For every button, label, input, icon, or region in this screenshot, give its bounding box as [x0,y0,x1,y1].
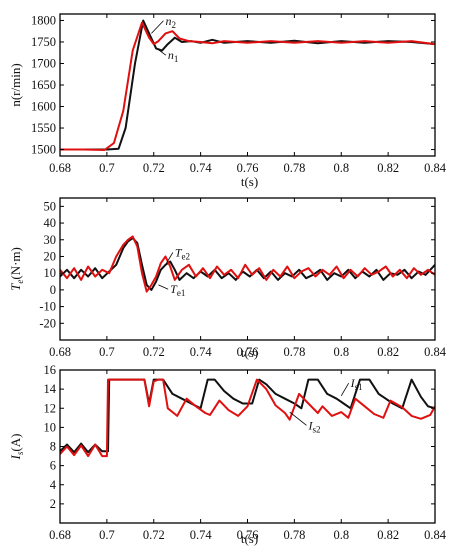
x-tick-label: 0.74 [190,528,213,542]
series-line-2 [60,378,435,458]
chart-panel-2: 0.68 0.7 0.72 0.74 0.76 0.78 0.8 0.82 0.84 -20 -10… [8,197,447,360]
y-tick-label: 8 [50,440,56,454]
annotation-label-2: n1 [168,48,179,64]
x-tick-label: 0.7 [99,345,115,359]
x-tick-label: 0.72 [143,345,165,359]
x-tick-label: 0.8 [333,528,349,542]
chart-panel-3: 0.68 0.7 0.72 0.74 0.76 0.78 0.8 0.82 0.84 2 4 6 8 10… [8,363,447,546]
x-tick-label: 0.74 [190,161,213,175]
x-tick-label: 0.84 [424,528,447,542]
x-tick-label: 0.82 [377,528,399,542]
annotation-leader [340,383,349,397]
annotation-label-2: Te1 [170,282,185,298]
y-axis-label: Is(A) [8,434,25,461]
x-tick-label: 0.7 [99,161,115,175]
annotation-leader [158,49,167,56]
y-tick-label: 12 [44,401,57,415]
y-tick-label: 1700 [31,56,56,70]
y-tick-label: 1500 [31,143,56,157]
annotation-leader [158,284,169,290]
annotation-leader [165,252,174,266]
y-tick-label: 4 [50,478,57,492]
x-tick-label: 0.68 [49,528,71,542]
x-tick-label: 0.8 [333,345,349,359]
x-tick-label: 0.76 [237,528,259,542]
y-tick-label: 50 [44,199,57,213]
chart-panel-1: 0.68 0.7 0.72 0.74 0.76 0.78 0.8 0.82 0.84 1500 15… [8,13,447,189]
x-tick-label: 0.72 [143,528,165,542]
annotation-leader [289,411,307,426]
x-axis-label: t(s) [241,531,258,546]
y-axis-label: Te(N·m) [8,247,25,291]
series-line-2 [60,235,435,293]
annotation-leader [151,20,164,34]
x-tick-label: 0.76 [237,161,259,175]
x-tick-label: 0.72 [143,161,165,175]
series-line-1 [60,237,435,291]
y-tick-label: 10 [44,266,57,280]
y-tick-label: 14 [44,382,57,396]
x-tick-label: 0.84 [424,345,447,359]
x-tick-label: 0.7 [99,528,115,542]
x-tick-label: 0.78 [283,345,305,359]
y-tick-label: -20 [39,316,56,330]
series-line-1 [60,19,435,151]
y-axis-label: n(r/min) [8,63,23,106]
y-tick-label: -10 [39,300,56,314]
y-tick-label: 16 [44,363,57,377]
x-axis-label: t(s) [241,345,258,360]
x-tick-label: 0.78 [283,161,305,175]
annotation-label-2: Is2 [307,418,320,434]
y-tick-label: 1800 [31,13,56,27]
x-tick-label: 0.84 [424,161,447,175]
x-tick-label: 0.82 [377,345,399,359]
x-axis-label: t(s) [241,174,258,189]
x-tick-label: 0.74 [190,345,213,359]
y-tick-label: 6 [50,459,56,473]
y-tick-label: 40 [44,216,57,230]
y-tick-label: 1650 [31,78,56,92]
x-tick-label: 0.78 [283,528,305,542]
x-tick-label: 0.82 [377,161,399,175]
x-tick-label: 0.8 [333,161,349,175]
y-tick-label: 2 [50,497,56,511]
y-tick-label: 0 [50,283,56,297]
y-tick-label: 30 [44,233,57,247]
series-line-2 [60,21,435,151]
y-tick-label: 1600 [31,100,56,114]
y-tick-label: 1750 [31,35,56,49]
y-tick-label: 10 [44,420,57,434]
x-tick-label: 0.68 [49,345,71,359]
x-tick-label: 0.76 [237,345,259,359]
annotation-label-1: Te2 [175,245,190,261]
y-tick-label: 1550 [31,121,56,135]
annotation-label-1: n2 [165,14,176,30]
x-tick-label: 0.68 [49,161,71,175]
annotation-label-1: Is1 [350,376,363,392]
y-tick-label: 20 [44,249,57,263]
